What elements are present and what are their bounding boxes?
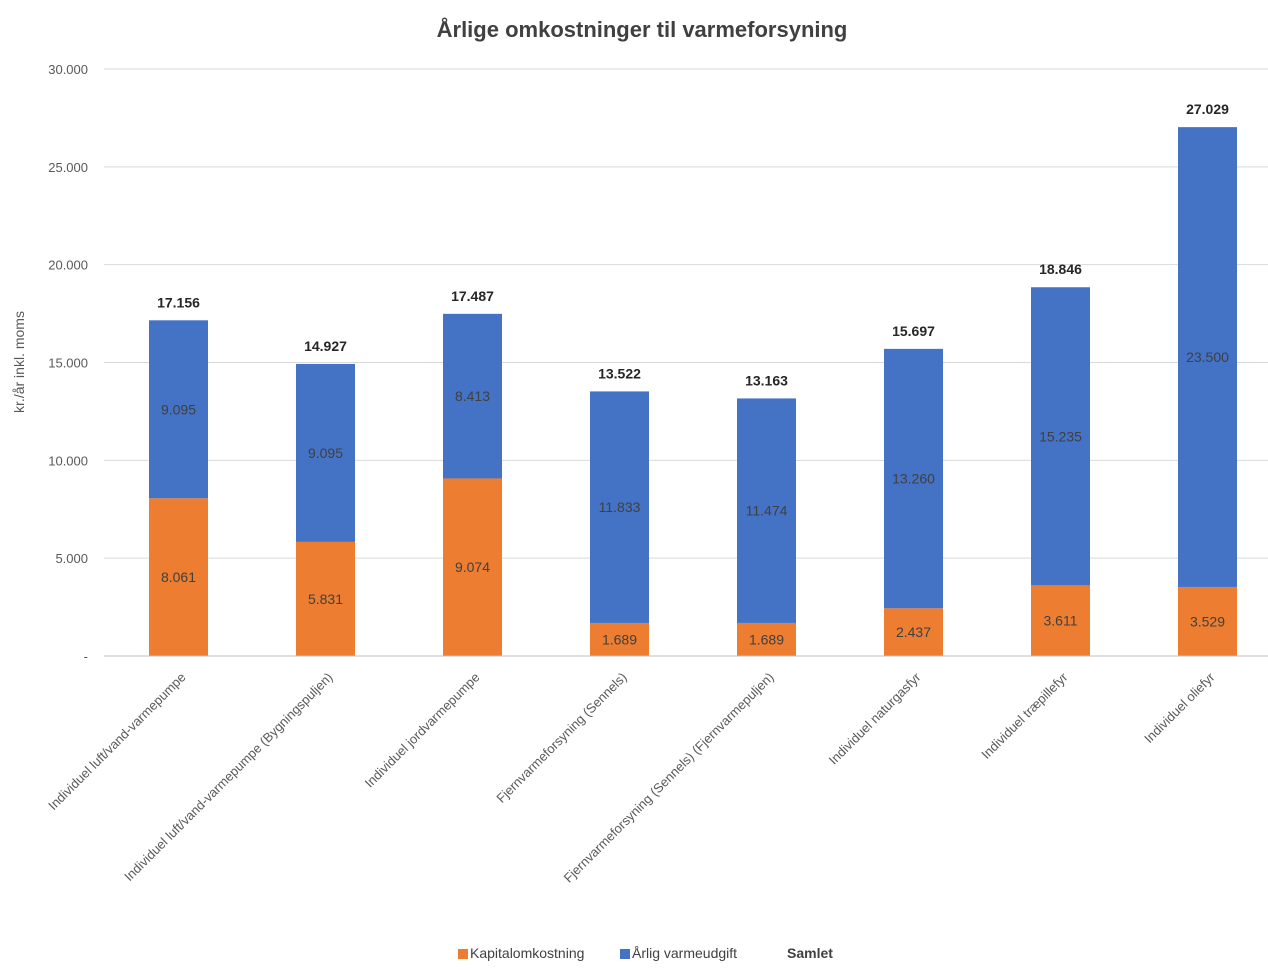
bar-segment [443,313,502,479]
total-label: 18.846 [1039,261,1082,277]
total-label: 13.522 [598,365,641,381]
data-label: 8.061 [161,569,196,585]
y-tick-label: 20.000 [48,258,88,273]
bar-segment [149,498,208,656]
data-label: 5.831 [308,591,343,607]
legend-entry: Kapitalomkostning [470,945,584,961]
data-label: 23.500 [1186,349,1229,365]
data-label: 1.689 [749,631,784,647]
bars [149,127,1237,656]
x-tick-label: Individuel træpillefyr [978,669,1071,762]
x-tick-label: Individuel naturgasfyr [826,669,924,767]
bar-segment [884,348,943,609]
total-label: 27.029 [1186,101,1229,117]
legend: Kapitalomkostning Årlig varmeudgift Samlet [458,945,833,961]
chart-title: Årlige omkostninger til varmeforsyning [437,16,848,42]
x-tick-label: Individuel jordvarmepumpe [362,670,483,791]
y-axis-label: kr./år inkl. moms [11,311,27,413]
bar-segment [737,398,796,623]
data-label: 3.611 [1044,613,1078,629]
total-label: 17.156 [157,294,200,310]
data-label: 9.095 [308,445,343,461]
x-axis-categories: Individuel luft/vand-varmepumpe Individue… [45,669,1218,885]
bar-segment [296,541,355,656]
y-tick-label: 5.000 [55,551,88,566]
legend-entry: Årlig varmeudgift [632,945,737,961]
bar-segment [1178,127,1237,587]
data-label: 15.235 [1039,428,1082,444]
y-tick-label: - [84,649,88,664]
data-label: 11.474 [746,503,788,519]
data-labels: 8.061 9.095 17.156 5.831 9.095 14.927 9.074 8.4… [157,101,1229,647]
data-label: 11.833 [599,499,641,515]
data-label: 9.074 [455,559,490,575]
y-tick-label: 25.000 [48,160,88,175]
bar-segment [1031,287,1090,586]
total-label: 13.163 [745,372,788,388]
total-label: 17.487 [451,288,494,304]
bar-segment [443,478,502,656]
data-label: 2.437 [896,624,931,640]
bar-segment [296,363,355,542]
data-label: 1.689 [602,631,637,647]
legend-swatch [458,949,468,959]
bar-segment [149,320,208,499]
bar-segment [1178,586,1237,656]
legend-entry: Samlet [787,945,833,961]
bar-segment [737,622,796,656]
bar-segment [590,622,649,656]
total-label: 15.697 [892,323,935,339]
data-label: 9.095 [161,401,196,417]
data-label: 13.260 [892,471,935,487]
x-tick-label: Individuel oliefyr [1141,669,1218,746]
y-tick-label: 15.000 [48,356,88,371]
data-label: 3.529 [1190,613,1225,629]
grid-lines [104,68,1268,559]
total-label: 14.927 [304,338,347,354]
y-tick-label: 10.000 [48,453,88,468]
bar-segment [590,391,649,623]
x-tick-label: Fjernvarmeforsyning (Sennels) [493,670,629,806]
bar-segment [1031,585,1090,656]
x-tick-label: Individuel luft/vand-varmepumpe [45,670,188,813]
y-tick-label: 30.000 [48,62,88,77]
data-label: 8.413 [455,388,490,404]
bar-segment [884,608,943,656]
y-axis-ticks: - 5.000 10.000 15.000 20.000 25.000 30.000 [48,62,88,664]
legend-swatch [620,949,630,959]
